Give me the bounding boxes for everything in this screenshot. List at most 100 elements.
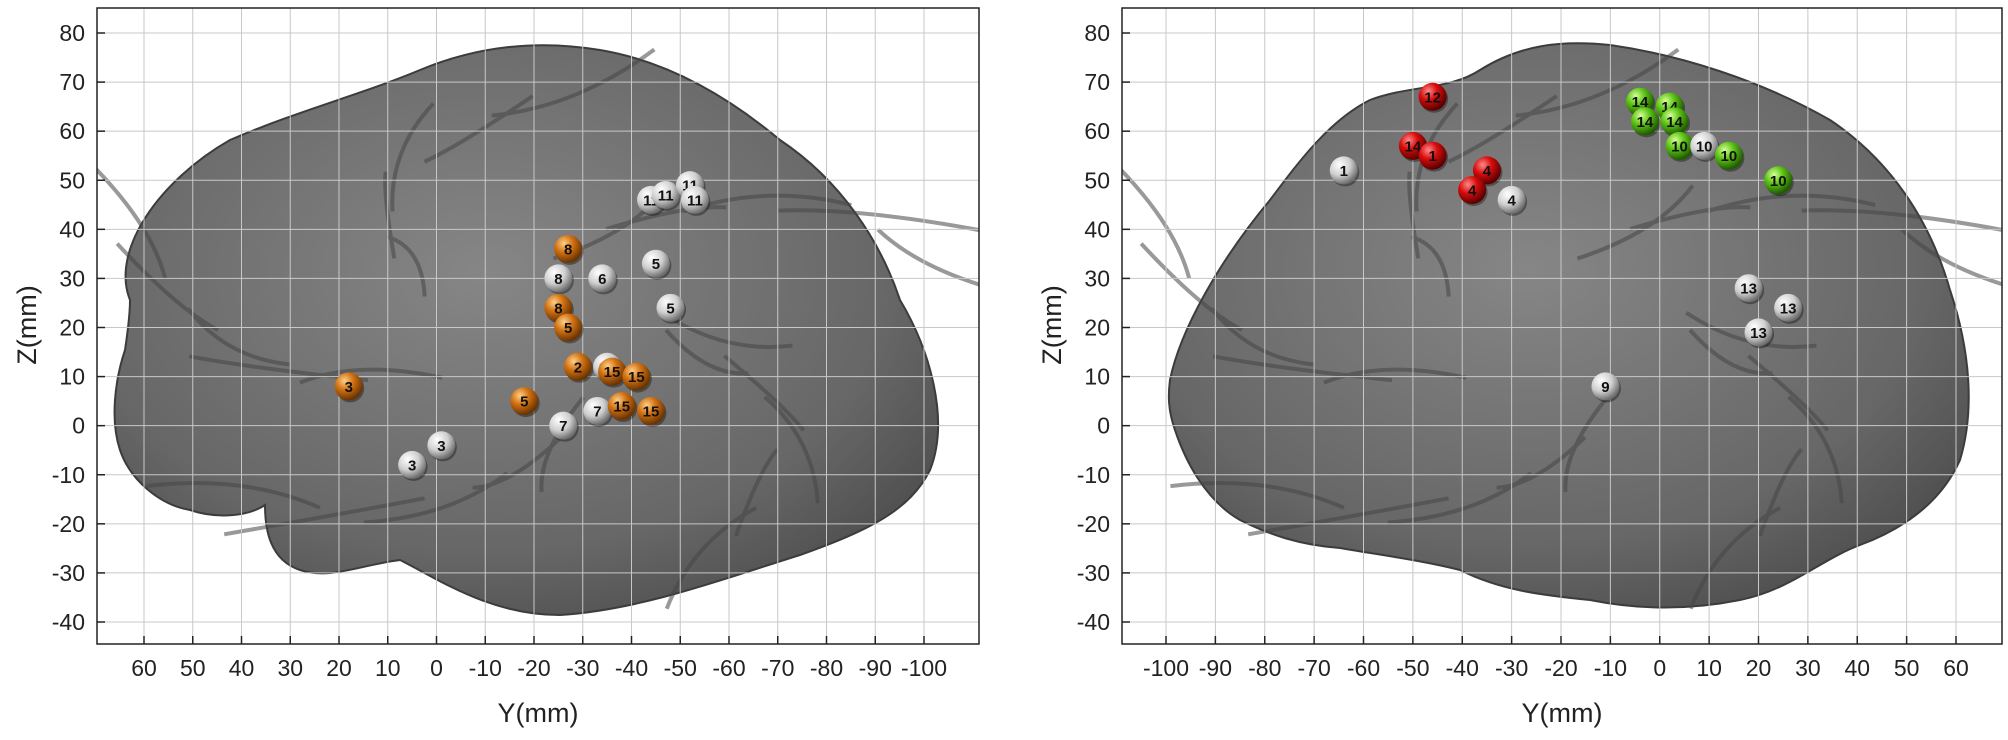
electrode-label: 10 (1770, 173, 1787, 190)
electrode-label: 3 (345, 379, 353, 396)
electrode-green: 10 (1714, 141, 1745, 172)
electrode-label: 7 (593, 403, 601, 420)
electrode-label: 5 (666, 300, 674, 317)
y-tick-label: 30 (1084, 265, 1110, 291)
electrode-red: 4 (1458, 176, 1488, 207)
electrode-label: 15 (604, 364, 621, 381)
brain-surface (1167, 42, 1970, 609)
y-tick-label: 30 (59, 265, 85, 291)
x-axis-label: Y(mm) (1522, 698, 1603, 728)
electrode-ball (583, 396, 612, 425)
x-tick-label: 50 (180, 655, 206, 681)
x-tick-label: -10 (469, 655, 502, 681)
electrode-ball (549, 411, 578, 440)
electrode-orange: 3 (334, 372, 365, 403)
x-tick-label: 0 (1653, 655, 1666, 681)
electrode-ball (1665, 131, 1694, 160)
y-tick-label: 0 (1097, 413, 1110, 439)
electrode-ball (427, 431, 456, 460)
x-axis-label: Y(mm) (498, 698, 579, 728)
electrode-ball (680, 185, 709, 214)
electrode-red: 12 (1418, 82, 1449, 113)
x-tick-label: 20 (1746, 655, 1772, 681)
x-tick-label: -10 (1594, 655, 1627, 681)
electrode-ball (1418, 82, 1447, 111)
electrode-white: 3 (427, 431, 457, 462)
electrode-label: 8 (564, 241, 572, 258)
x-tick-label: -80 (810, 655, 843, 681)
electrode-ball (554, 313, 583, 342)
electrode-ball (641, 249, 670, 278)
axes-box (96, 7, 980, 645)
electrode-orange: 15 (637, 396, 667, 427)
electrode-ball (1660, 107, 1689, 136)
electrode-ball (637, 396, 665, 425)
x-tick-label: 10 (1696, 655, 1722, 681)
electrode-ball (598, 357, 626, 386)
x-tick-label: 40 (1844, 655, 1870, 681)
y-tick-label: 50 (59, 167, 85, 193)
electrode-orange: 15 (622, 362, 652, 393)
x-tick-label: 60 (131, 655, 157, 681)
y-tick-label: 0 (72, 413, 85, 439)
x-tick-label: -30 (566, 655, 599, 681)
electrode-label: 5 (520, 394, 528, 411)
y-tick-label: -10 (1077, 462, 1110, 488)
electrode-ball (334, 372, 363, 401)
y-tick-label: -30 (52, 560, 85, 586)
electrode-white: 3 (398, 450, 428, 481)
y-tick-label: -40 (52, 609, 85, 635)
y-tick-label: -20 (52, 511, 85, 537)
y-tick-label: -30 (1077, 560, 1110, 586)
electrode-white: 13 (1734, 274, 1765, 305)
electrode-label: 13 (1780, 300, 1797, 317)
electrode-label: 11 (687, 192, 703, 209)
y-tick-label: -20 (1077, 511, 1110, 537)
electrode-label: 10 (1671, 138, 1688, 155)
electrode-label: 12 (1424, 89, 1441, 106)
y-tick-label: 40 (1084, 216, 1110, 242)
y-tick-label: -10 (52, 462, 85, 488)
x-tick-label: -50 (1396, 655, 1429, 681)
electrode-orange: 15 (598, 357, 628, 388)
electrode-white: 5 (641, 249, 672, 280)
electrode-ball (1630, 107, 1659, 136)
electrode-label: 13 (1740, 281, 1757, 298)
grid (1122, 8, 2002, 644)
electrode-white: 6 (588, 264, 618, 295)
electrode-white: 11 (680, 185, 711, 216)
electrode-label: 4 (1507, 192, 1516, 209)
electrode-label: 6 (598, 271, 606, 288)
electrode-red: 4 (1472, 156, 1503, 187)
electrode-label: 4 (1483, 163, 1492, 180)
brain-surface (113, 44, 940, 617)
electrode-label: 15 (613, 399, 630, 416)
y-tick-label: 80 (1084, 20, 1110, 46)
electrode-white: 1 (1329, 156, 1360, 187)
electrode-ball (1764, 166, 1793, 195)
x-tick-label: 0 (430, 655, 443, 681)
y-tick-label: -40 (1077, 609, 1110, 635)
electrode-label: 9 (1601, 379, 1609, 396)
electrode-ball (607, 392, 636, 421)
electrode-white: 11 (651, 180, 682, 211)
x-tick-label: -20 (517, 655, 550, 681)
x-tick-label: -100 (901, 655, 947, 681)
x-tick-label: 60 (1943, 655, 1969, 681)
electrode-label: 15 (628, 369, 645, 386)
y-tick-label: 20 (59, 315, 85, 341)
electrode-ball (510, 387, 539, 416)
electrode-green: 14 (1630, 107, 1661, 138)
electrode-label: 10 (1721, 148, 1738, 165)
electrode-label: 3 (437, 438, 445, 455)
x-tick-label: -90 (859, 655, 892, 681)
x-tick-label: -70 (761, 655, 794, 681)
electrode-orange: 2 (563, 352, 594, 383)
electrode-white: 5 (656, 293, 686, 324)
x-tick-label: -60 (1347, 655, 1380, 681)
x-tick-label: -20 (1544, 655, 1577, 681)
electrode-ball (1734, 274, 1763, 303)
y-tick-label: 60 (59, 118, 85, 144)
electrode-ball (622, 362, 651, 391)
